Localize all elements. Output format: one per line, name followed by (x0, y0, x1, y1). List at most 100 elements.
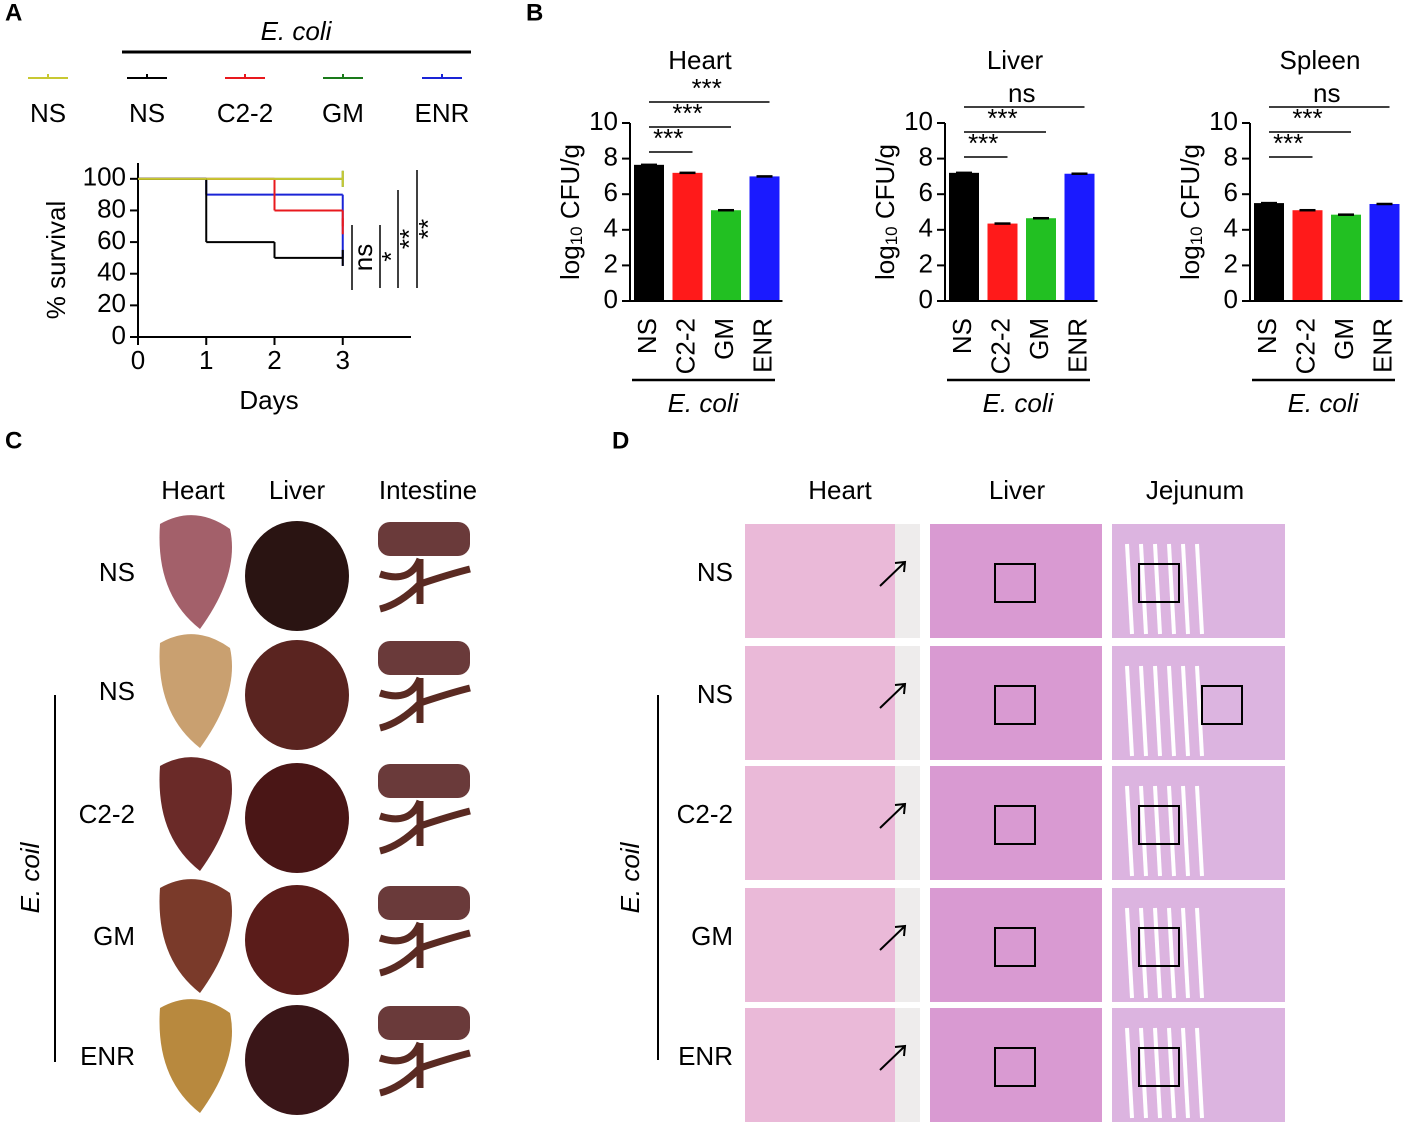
y-tick-label: 0 (1224, 284, 1238, 314)
villus (1153, 543, 1162, 635)
column-header: Liver (989, 475, 1046, 505)
bar (1064, 173, 1095, 301)
significance-label: *** (692, 73, 722, 103)
legend-label: C2-2 (217, 98, 273, 128)
y-tick-label: 10 (1209, 106, 1238, 136)
legend-label: ENR (415, 98, 470, 128)
group-label: E. coil (615, 841, 645, 913)
y-tick-label: 4 (604, 213, 618, 243)
row-label: NS (99, 557, 135, 587)
y-tick-label: 2 (1224, 248, 1238, 278)
liver-photo (245, 885, 349, 995)
villus (1195, 907, 1204, 999)
intestine-photo (378, 676, 471, 732)
villus (1125, 1027, 1134, 1119)
x-tick-label: NS (947, 318, 977, 354)
y-tick-label: 20 (97, 288, 126, 318)
villus (1139, 543, 1148, 635)
intestine-photo (378, 1006, 470, 1040)
villus (1139, 665, 1148, 757)
bar (711, 210, 741, 301)
histology-image (745, 524, 920, 638)
liver-photo (245, 763, 349, 873)
villus (1181, 907, 1190, 999)
villus (1181, 785, 1190, 877)
row-label: C2-2 (677, 799, 733, 829)
region-box (994, 563, 1036, 603)
histology-image (930, 646, 1102, 760)
chart-title: Spleen (1280, 45, 1361, 75)
x-tick-label: ENR (1367, 318, 1397, 373)
bar (634, 164, 664, 301)
y-axis-label-part: log (870, 245, 900, 280)
intestine-photo (378, 522, 470, 556)
significance-label: ns (348, 244, 378, 271)
histology-background (895, 888, 920, 1002)
y-tick-label: 4 (1224, 213, 1238, 243)
villus (1167, 1027, 1176, 1119)
x-axis-label: Days (239, 385, 298, 415)
group-label: E. coli (668, 388, 740, 418)
x-tick-label: GM (1024, 318, 1054, 360)
column-header: Liver (269, 475, 326, 505)
histology-image (930, 1008, 1102, 1122)
liver-photo (245, 521, 349, 631)
villus (1153, 665, 1162, 757)
row-label: NS (99, 676, 135, 706)
intestine-photo (378, 921, 471, 977)
bar (672, 172, 703, 301)
y-tick-label: 10 (589, 106, 618, 136)
significance-label: ns (1008, 78, 1035, 108)
panel-label: A (5, 0, 22, 26)
bar (1026, 218, 1056, 301)
x-tick-label: ENR (1062, 318, 1092, 373)
significance-label: * (376, 251, 406, 261)
histology-image (930, 524, 1102, 638)
panel-label: D (612, 427, 629, 454)
villus (1195, 543, 1204, 635)
column-header: Jejunum (1146, 475, 1244, 505)
y-axis-label-part: CFU/g (870, 144, 900, 226)
y-axis-label-part: 10 (1187, 226, 1206, 245)
histology-background (895, 524, 920, 638)
y-tick-label: 2 (919, 248, 933, 278)
villus (1153, 907, 1162, 999)
region-box (1138, 1047, 1180, 1087)
intestine-photo (378, 1041, 471, 1097)
liver-photo (245, 1005, 349, 1115)
bar (1254, 203, 1284, 301)
x-tick-label: 2 (267, 345, 281, 375)
histology-image (930, 888, 1102, 1002)
intestine-photo (378, 764, 470, 798)
arrow (879, 682, 907, 709)
column-header: Intestine (379, 475, 477, 505)
villus (1125, 907, 1134, 999)
histology-image (745, 1008, 920, 1122)
row-label: GM (691, 921, 733, 951)
panel-label: C (5, 427, 22, 454)
significance-label: *** (672, 98, 702, 128)
villus (1125, 665, 1134, 757)
row-label: ENR (80, 1041, 135, 1071)
heart-photo (159, 757, 232, 871)
villus (1125, 785, 1134, 877)
region-box (994, 1047, 1036, 1087)
region-box (1138, 805, 1180, 845)
y-tick-label: 0 (604, 284, 618, 314)
y-tick-label: 80 (97, 193, 126, 223)
y-tick-label: 8 (1224, 141, 1238, 171)
villus (1195, 665, 1204, 757)
histology-background (895, 1008, 920, 1122)
y-tick-label: 8 (604, 141, 618, 171)
bar (1331, 214, 1361, 301)
column-header: Heart (161, 475, 225, 505)
legend-label: NS (30, 98, 66, 128)
y-axis-label: log10 CFU/g (1175, 144, 1207, 280)
y-tick-label: 2 (604, 248, 618, 278)
arrow (879, 802, 907, 829)
x-tick-label: C2-2 (1290, 318, 1320, 374)
y-tick-label: 0 (919, 284, 933, 314)
x-tick-label: 0 (131, 345, 145, 375)
y-tick-label: 8 (919, 141, 933, 171)
arrow (879, 560, 907, 587)
